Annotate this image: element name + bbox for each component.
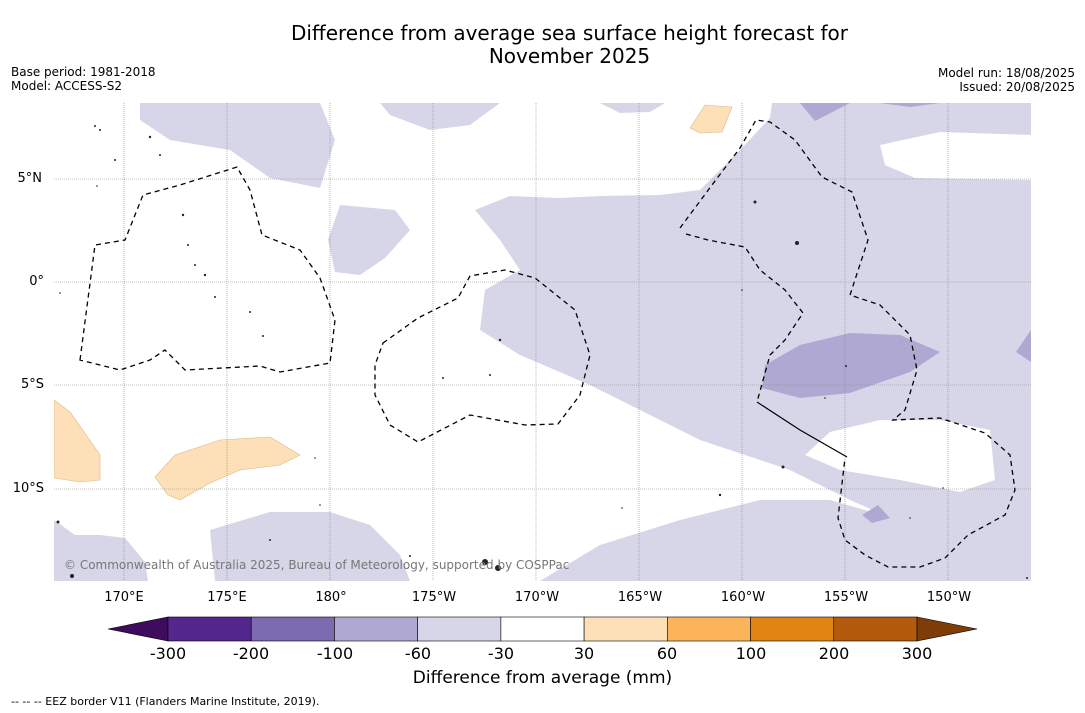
lon-label: 180° bbox=[315, 590, 347, 605]
anomaly-region-white bbox=[805, 420, 995, 492]
lat-label: 5°N bbox=[17, 171, 43, 186]
eez-legend-note: -- -- -- EEZ border V11 (Flanders Marine… bbox=[11, 695, 320, 708]
colorbar-extend-high bbox=[916, 616, 978, 642]
title-line-1: Difference from average sea surface heig… bbox=[290, 21, 849, 45]
colorbar-tick: -300 bbox=[149, 644, 187, 663]
map-area bbox=[54, 103, 1031, 581]
colorbar-tick: 30 bbox=[573, 644, 595, 663]
graticule bbox=[54, 103, 1031, 581]
base-period: Base period: 1981-2018 bbox=[11, 65, 156, 79]
anomaly-region-mid-purple bbox=[1016, 330, 1031, 362]
anomaly-region-light-purple bbox=[54, 520, 148, 581]
colorbar-segment bbox=[750, 616, 835, 642]
title-line-2: November 2025 bbox=[488, 44, 651, 68]
anomaly-region-mid-purple bbox=[862, 505, 890, 523]
colorbar-tick: 100 bbox=[735, 644, 767, 663]
lat-label: 0° bbox=[29, 274, 44, 289]
colorbar-segment bbox=[583, 616, 668, 642]
colorbar-tick: 300 bbox=[901, 644, 933, 663]
lon-label: 160°W bbox=[720, 590, 766, 605]
meta-right: Model run: 18/08/2025 Issued: 20/08/2025 bbox=[938, 66, 1075, 94]
colorbar-tick: -100 bbox=[316, 644, 354, 663]
model-run: Model run: 18/08/2025 bbox=[937, 66, 1075, 80]
anomaly-region-mid-purple bbox=[880, 103, 940, 107]
colorbar-tick: 200 bbox=[818, 644, 850, 663]
anomaly-region-light-purple bbox=[380, 103, 500, 130]
issued-date: Issued: 20/08/2025 bbox=[959, 80, 1075, 94]
colorbar-segment bbox=[250, 616, 335, 642]
colorbar-segment bbox=[667, 616, 751, 642]
colorbar-segment bbox=[167, 616, 252, 642]
colorbar-extend-low bbox=[107, 616, 169, 642]
lon-label: 175°W bbox=[411, 590, 457, 605]
lon-label: 155°W bbox=[823, 590, 869, 605]
anomaly-region-light-purple bbox=[600, 103, 665, 113]
model-name: Model: ACCESS-S2 bbox=[11, 79, 123, 93]
colorbar-segment bbox=[500, 616, 585, 642]
colorbar-segment bbox=[334, 616, 418, 642]
eez-borders bbox=[79, 119, 1016, 568]
eez-border bbox=[685, 233, 804, 403]
anomaly-region-light-orange bbox=[54, 399, 101, 483]
eez-border bbox=[679, 119, 1016, 568]
colorbar-label: Difference from average (mm) bbox=[412, 668, 673, 688]
eez-border bbox=[79, 166, 336, 373]
anomaly-region-light-purple bbox=[210, 512, 410, 581]
colorbar-tick: -30 bbox=[487, 644, 515, 663]
anomaly-region-light-purple bbox=[475, 103, 1031, 522]
anomaly-region-mid-purple bbox=[800, 103, 850, 121]
lon-label: 150°W bbox=[926, 590, 972, 605]
copyright-notice: © Commonwealth of Australia 2025, Bureau… bbox=[64, 558, 570, 572]
colorbar-tick: -200 bbox=[232, 644, 270, 663]
lon-label: 170°E bbox=[104, 590, 144, 605]
lon-label: 165°W bbox=[617, 590, 663, 605]
anomaly-region-light-purple bbox=[540, 490, 1031, 581]
lat-label: 5°S bbox=[20, 377, 44, 392]
lon-label: 170°W bbox=[514, 590, 560, 605]
lat-label: 10°S bbox=[12, 481, 44, 496]
anomaly-region-light-orange bbox=[154, 436, 301, 501]
eez-border bbox=[374, 269, 591, 443]
colorbar-tick: -60 bbox=[404, 644, 432, 663]
islands bbox=[56, 125, 1028, 579]
boundary-line bbox=[756, 401, 848, 458]
anomaly-region-light-orange bbox=[689, 104, 733, 134]
map-title: Difference from average sea surface heig… bbox=[0, 22, 1085, 68]
anomaly-region-light-purple bbox=[140, 103, 335, 188]
anomaly-region-light-purple bbox=[328, 205, 410, 275]
colorbar-segment bbox=[833, 616, 918, 642]
lon-label: 175°E bbox=[207, 590, 247, 605]
colorbar-tick: 60 bbox=[656, 644, 678, 663]
colorbar-segment bbox=[417, 616, 502, 642]
meta-left: Base period: 1981-2018 Model: ACCESS-S2 bbox=[11, 65, 156, 93]
anomaly-region-mid-purple bbox=[762, 333, 940, 398]
